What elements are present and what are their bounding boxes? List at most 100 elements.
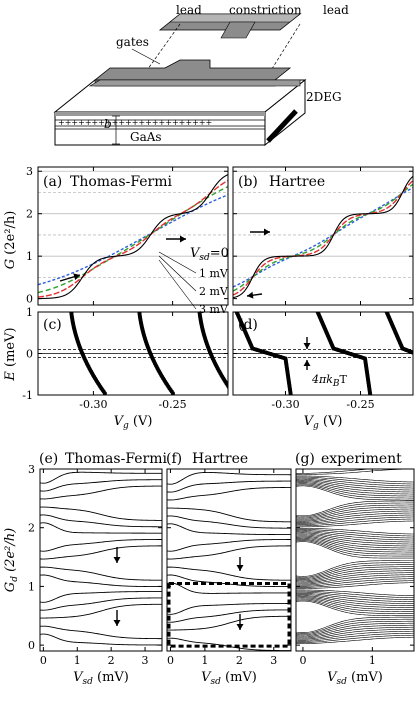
panel-c-label: (c) — [43, 317, 62, 333]
panel-g: 0 1 (g) experiment Vsd (mV) — [295, 451, 415, 687]
panel-d-xtick-label: -0.25 — [346, 398, 374, 411]
gd-curve — [167, 637, 291, 651]
layer-gray — [55, 112, 265, 116]
gd-curve — [296, 598, 414, 613]
gd-curve — [296, 516, 414, 525]
gd-curve — [296, 480, 414, 491]
panel-e-xtick-label: 1 — [74, 654, 81, 667]
panel-f-title: Hartree — [192, 451, 248, 467]
energy-level-dot — [102, 391, 107, 395]
panel-a-title: Thomas-Fermi — [70, 174, 173, 190]
gate-front-lower — [88, 79, 301, 87]
panel-a-ytick-label: 1 — [26, 250, 33, 263]
arrow-e-lower — [113, 610, 121, 626]
gd-curve — [296, 595, 414, 607]
panel-f-plot — [167, 471, 291, 651]
panel-g-xtick-label: 1 — [369, 654, 376, 667]
legend-item-1: 2 mV — [199, 285, 229, 298]
arrow-a-lower-head — [73, 273, 80, 281]
panel-b: (b) Hartree — [232, 166, 414, 306]
gd-curve — [296, 618, 414, 635]
gd-curve — [40, 485, 162, 500]
gd-curve — [296, 591, 414, 601]
gd-curve — [296, 589, 414, 597]
gd-curve — [296, 530, 414, 539]
panel-f-frame — [166, 468, 292, 652]
series-vsd-1-mv — [233, 180, 413, 296]
gd-curve — [40, 633, 162, 646]
panel-a-frame — [37, 166, 229, 306]
panel-e-frame — [39, 468, 163, 652]
gd-curve — [296, 540, 414, 557]
panel-c-ytick-label: 0 — [26, 348, 33, 361]
panel-c-xtick-label: -0.30 — [79, 398, 107, 411]
panel-f-xlabel: Vsd (mV) — [201, 670, 257, 687]
gd-curve — [296, 622, 414, 637]
arrow-e-lower-head — [113, 620, 121, 626]
gd-curve — [40, 514, 162, 528]
gd-curve — [296, 527, 414, 535]
gd-curve — [296, 634, 414, 643]
panel-c-ytick-label: -1 — [22, 389, 33, 402]
arrow-b-upper-head — [264, 228, 270, 236]
gd-curve — [296, 628, 414, 640]
panel-a-ytick-label: 0 — [26, 293, 33, 306]
gd-curve — [167, 523, 291, 535]
gd-curve — [296, 570, 414, 583]
panel-g-xlabel: Vsd (mV) — [327, 670, 383, 687]
gd-curve — [296, 482, 414, 495]
panel-c-ytick-label: 1 — [26, 306, 33, 319]
gd-curve — [167, 480, 291, 493]
arrow-f-upper — [236, 557, 244, 571]
arrow-b-lower — [246, 291, 263, 299]
legend-leader-2 — [158, 259, 197, 310]
panel-a-ylabel: G (2e²/h) — [3, 211, 18, 270]
legend-leader-1 — [158, 255, 197, 292]
panel-e-ytick-label: 1 — [28, 580, 35, 593]
gd-curve — [296, 564, 414, 579]
panel-e-xlabel: Vsd (mV) — [73, 670, 129, 687]
gate-front — [93, 59, 292, 81]
panel-e-title: Thomas-Fermi — [65, 451, 168, 467]
arrow-d-bottom — [303, 360, 311, 370]
dashed-box — [167, 581, 291, 648]
label-constriction: constriction — [229, 3, 302, 17]
arrow-d-top — [303, 337, 311, 349]
gd-curve — [296, 534, 414, 547]
panel-g-frame — [295, 468, 415, 652]
gd-curve — [296, 541, 414, 559]
arrow-e-upper — [113, 547, 121, 563]
series-vsd-0 — [233, 175, 413, 299]
panel-e-ytick-label: 3 — [28, 463, 35, 476]
gd-curve — [296, 475, 414, 483]
gd-curve — [167, 615, 291, 631]
gd-curve — [296, 500, 414, 517]
gd-curve — [296, 572, 414, 584]
panel-g-xtick-label: 0 — [299, 654, 306, 667]
legend-item-2: 3 mV — [199, 303, 229, 316]
panel-b-frame — [232, 166, 414, 306]
gd-curve — [167, 507, 291, 523]
gd-curve — [296, 630, 414, 641]
gd-curve — [296, 590, 414, 599]
panel-f-xtick-label: 0 — [167, 654, 174, 667]
panel-d-xlabel: Vg (V) — [304, 414, 343, 431]
gd-curve — [296, 477, 414, 487]
gd-curve — [296, 574, 414, 585]
gd-curve — [40, 545, 162, 560]
gd-curve — [296, 636, 414, 644]
gates-pointer — [131, 48, 161, 65]
donor-plus-signs: +++++++++++++++++++++++ — [58, 118, 212, 127]
gd-curve — [296, 597, 414, 611]
gd-curve — [40, 566, 162, 581]
panel-c-xlabel: Vg (V) — [114, 414, 153, 431]
gate-back-top — [169, 13, 301, 23]
gd-curve — [296, 568, 414, 582]
energy-level-dot — [288, 392, 293, 395]
panel-e-xtick-label: 2 — [108, 654, 115, 667]
twodeg-line — [266, 109, 298, 143]
arrow-a-upper — [166, 235, 186, 243]
gd-curve — [296, 484, 414, 499]
gd-curve — [296, 529, 414, 537]
